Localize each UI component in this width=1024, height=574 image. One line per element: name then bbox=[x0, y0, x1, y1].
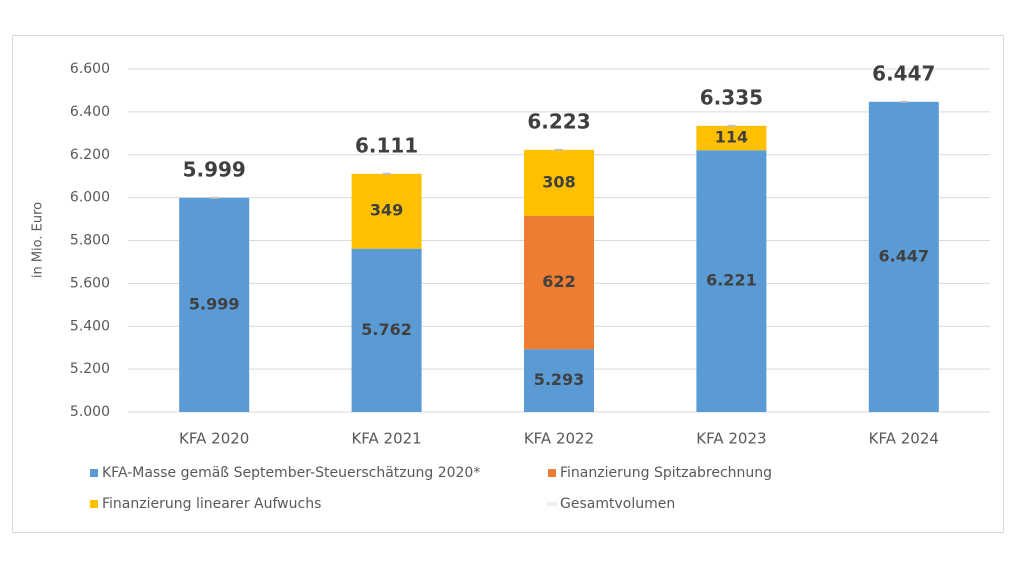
x-tick-label: KFA 2021 bbox=[351, 430, 421, 448]
y-tick-label: 5.600 bbox=[70, 275, 110, 291]
legend-label: KFA-Masse gemäß September-Steuerschätzun… bbox=[102, 465, 480, 481]
data-label: 349 bbox=[370, 201, 403, 220]
y-tick-label: 6.200 bbox=[70, 147, 110, 163]
bar-segment bbox=[868, 101, 939, 412]
bar-segment bbox=[351, 173, 422, 249]
bar-segment bbox=[179, 197, 250, 412]
total-label: 6.111 bbox=[355, 133, 418, 157]
x-tick-label: KFA 2024 bbox=[869, 430, 939, 448]
x-tick-label: KFA 2020 bbox=[179, 430, 249, 448]
data-label: 308 bbox=[542, 172, 575, 191]
legend-swatch bbox=[90, 500, 98, 508]
legend-label: Finanzierung linearer Aufwuchs bbox=[102, 496, 321, 512]
x-tick-label: KFA 2022 bbox=[524, 430, 594, 448]
data-label: 5.293 bbox=[534, 370, 585, 389]
data-label: 114 bbox=[715, 128, 748, 147]
y-tick-label: 6.600 bbox=[70, 61, 110, 77]
y-tick-label: 5.400 bbox=[70, 318, 110, 334]
y-tick-label: 6.400 bbox=[70, 104, 110, 120]
chart-border bbox=[12, 35, 1004, 533]
bar-segment bbox=[524, 149, 594, 216]
data-label: 5.999 bbox=[189, 294, 240, 313]
legend-label: Finanzierung Spitzabrechnung bbox=[560, 465, 772, 481]
x-tick-label: KFA 2023 bbox=[696, 430, 766, 448]
total-label: 5.999 bbox=[183, 157, 246, 181]
bar-segment bbox=[696, 150, 767, 413]
legend-swatch bbox=[547, 502, 557, 506]
bar-segment bbox=[351, 248, 422, 412]
y-axis-title: in Mio. Euro bbox=[31, 202, 46, 278]
y-tick-label: 5.000 bbox=[70, 404, 110, 420]
total-label: 6.223 bbox=[527, 109, 590, 133]
y-tick-label: 5.200 bbox=[70, 361, 110, 377]
bar-segment bbox=[524, 215, 594, 350]
data-label: 5.762 bbox=[361, 320, 412, 339]
bar-segment bbox=[696, 125, 767, 151]
y-tick-label: 6.000 bbox=[70, 190, 110, 206]
total-label: 6.335 bbox=[700, 85, 763, 109]
legend-swatch bbox=[90, 469, 98, 477]
data-label: 6.221 bbox=[706, 271, 757, 290]
total-label: 6.447 bbox=[872, 61, 935, 85]
legend-label: Gesamtvolumen bbox=[560, 496, 675, 512]
bar-segment bbox=[524, 349, 594, 412]
data-label: 6.447 bbox=[878, 246, 929, 265]
data-label: 622 bbox=[542, 272, 575, 291]
legend-swatch bbox=[548, 469, 556, 477]
y-tick-label: 5.800 bbox=[70, 233, 110, 249]
